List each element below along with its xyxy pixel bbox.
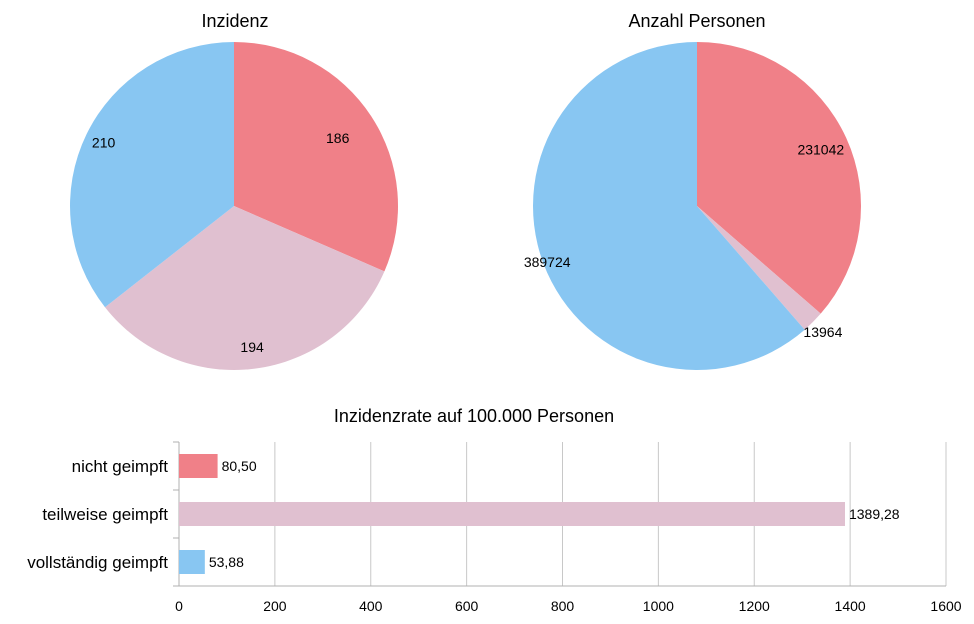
bar-1 <box>179 502 845 526</box>
bar-2 <box>179 550 205 574</box>
pie1-slice-2 <box>70 42 234 308</box>
bar-xtick-label-6: 1200 <box>739 598 770 614</box>
bar-value-label-0: 80,50 <box>222 458 257 474</box>
bar-value-label-2: 53,88 <box>209 554 244 570</box>
pie1-slice-label-0: 186 <box>326 130 350 146</box>
pie2-slice-label-0: 231042 <box>797 142 844 158</box>
pie2-slice-2 <box>533 42 805 370</box>
pie-chart-inzidenz: Inzidenz 186 194 210 <box>70 11 399 370</box>
bar-xtick-label-4: 800 <box>551 598 575 614</box>
bar-0 <box>179 454 218 478</box>
bar-xtick-label-5: 1000 <box>643 598 674 614</box>
bar-category-label-1: teilweise geimpft <box>42 505 168 524</box>
pie2-slice-0 <box>697 42 862 314</box>
pie2-slice-1 <box>697 206 821 330</box>
bar-xtick-label-1: 200 <box>263 598 287 614</box>
bar-xtick-label-0: 0 <box>175 598 183 614</box>
pie2-title: Anzahl Personen <box>628 11 765 31</box>
pie1-slice-1 <box>105 206 385 370</box>
bar-chart-inzidenzrate: Inzidenzrate auf 100.000 Personen 0 200 40… <box>27 406 962 614</box>
bar-xtick-label-7: 1400 <box>835 598 866 614</box>
pie1-title: Inzidenz <box>201 11 268 31</box>
pie-chart-anzahl-personen: Anzahl Personen 231042 13964 389724 <box>524 11 862 370</box>
pie1-slice-label-1: 194 <box>240 339 264 355</box>
bar-xtick-label-8: 1600 <box>930 598 961 614</box>
bar-value-label-1: 1389,28 <box>849 506 900 522</box>
bar-xtick-label-2: 400 <box>359 598 383 614</box>
bar-category-label-0: nicht geimpft <box>72 457 169 476</box>
pie1-slice-0 <box>234 42 399 272</box>
bar-xtick-label-3: 600 <box>455 598 479 614</box>
bar-category-label-2: vollständig geimpft <box>27 553 168 572</box>
pie2-slice-label-2: 389724 <box>524 254 571 270</box>
bar-title: Inzidenzrate auf 100.000 Personen <box>334 406 614 426</box>
pie2-slice-label-1: 13964 <box>803 324 842 340</box>
pie1-slice-label-2: 210 <box>92 135 116 151</box>
